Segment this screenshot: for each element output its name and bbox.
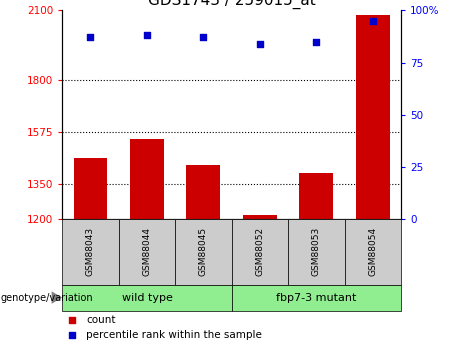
Point (200, 35, 207, 40)
Text: count: count (86, 315, 115, 325)
Title: GDS1743 / 259015_at: GDS1743 / 259015_at (148, 0, 315, 9)
Point (143, 33, 151, 38)
Point (69, 318, 76, 323)
Bar (300, 173, 333, 219)
Point (369, 18, 377, 23)
Bar (356, 15, 390, 219)
Text: wild type: wild type (122, 293, 172, 303)
Bar (288, 219, 344, 285)
Text: GSM88044: GSM88044 (142, 227, 152, 276)
Text: GSM88045: GSM88045 (199, 227, 208, 276)
Bar (175, 219, 231, 285)
Polygon shape (52, 291, 62, 304)
Text: GSM88043: GSM88043 (86, 227, 95, 276)
Bar (118, 219, 175, 285)
Bar (62, 285, 231, 310)
Text: GSM88053: GSM88053 (312, 227, 321, 276)
Text: GSM88054: GSM88054 (368, 227, 378, 276)
Bar (231, 219, 288, 285)
Bar (186, 165, 220, 219)
Point (313, 39, 320, 45)
Point (87, 35, 94, 40)
Bar (231, 285, 401, 310)
Bar (344, 219, 401, 285)
Text: fbp7-3 mutant: fbp7-3 mutant (276, 293, 356, 303)
Text: GSM88052: GSM88052 (255, 227, 265, 276)
Point (69, 332, 76, 338)
Bar (74, 158, 107, 219)
Bar (62, 219, 118, 285)
Text: percentile rank within the sample: percentile rank within the sample (86, 330, 262, 340)
Bar (243, 215, 277, 219)
Text: genotype/variation: genotype/variation (0, 293, 93, 303)
Point (256, 41, 264, 47)
Bar (130, 139, 164, 219)
